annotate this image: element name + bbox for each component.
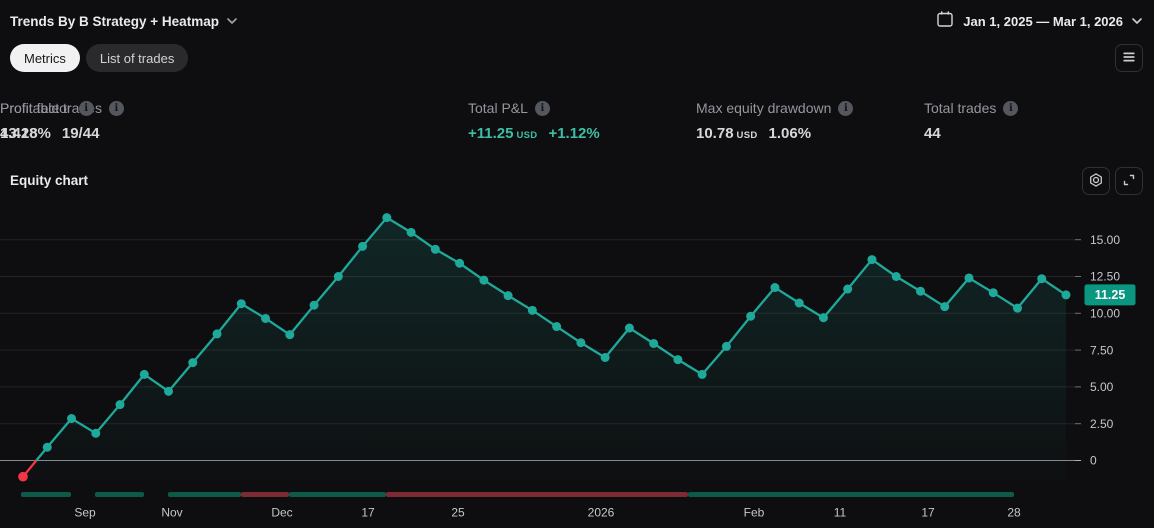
svg-text:7.50: 7.50 bbox=[1090, 343, 1114, 357]
tab-list-of-trades[interactable]: List of trades bbox=[85, 44, 189, 72]
metric-label: Profit factor bbox=[0, 100, 72, 116]
gear-icon bbox=[1088, 172, 1104, 191]
svg-text:17: 17 bbox=[361, 506, 375, 520]
svg-text:28: 28 bbox=[1007, 506, 1021, 520]
date-range-label: Jan 1, 2025 — Mar 1, 2026 bbox=[963, 13, 1123, 29]
svg-text:Feb: Feb bbox=[744, 506, 765, 520]
svg-text:15.00: 15.00 bbox=[1090, 233, 1120, 247]
metric-value: +11.25 USD +1.12% bbox=[468, 125, 600, 142]
layout-options-button[interactable] bbox=[1115, 44, 1143, 72]
metric-profit-factor: Profit factor 1.428 bbox=[0, 100, 94, 142]
calendar-icon bbox=[936, 10, 954, 33]
fullscreen-button[interactable] bbox=[1115, 167, 1143, 195]
expand-icon bbox=[1121, 172, 1137, 191]
metric-value: 44 bbox=[924, 125, 941, 142]
svg-text:2026: 2026 bbox=[588, 506, 615, 520]
metric-label: Total trades bbox=[924, 100, 997, 116]
metric-value: 10.78 USD 1.06% bbox=[696, 125, 812, 142]
info-icon[interactable] bbox=[108, 100, 124, 116]
strategy-selector[interactable]: Trends By B Strategy + Heatmap bbox=[10, 12, 237, 30]
svg-text:2.50: 2.50 bbox=[1090, 417, 1114, 431]
svg-text:Nov: Nov bbox=[161, 506, 182, 520]
svg-text:0: 0 bbox=[1090, 454, 1097, 468]
chevron-down-icon bbox=[1132, 12, 1142, 30]
equity-chart-title: Equity chart bbox=[10, 173, 89, 188]
header: Trends By B Strategy + Heatmap Jan 1, 20… bbox=[10, 8, 1142, 34]
strategy-title: Trends By B Strategy + Heatmap bbox=[10, 13, 219, 29]
svg-text:17: 17 bbox=[921, 506, 935, 520]
svg-text:11: 11 bbox=[834, 506, 847, 520]
info-icon[interactable] bbox=[1003, 100, 1019, 116]
metric-value: 43.18% 19/44 bbox=[0, 125, 100, 142]
metric-profitable-trades: Profitable trades 43.18%19/44 bbox=[0, 100, 124, 142]
chart-actions bbox=[1082, 167, 1143, 195]
tabs-row: Metrics List of trades bbox=[10, 44, 1143, 72]
svg-text:11.25: 11.25 bbox=[1095, 288, 1126, 302]
metric-label: Total P&L bbox=[468, 100, 528, 116]
tab-metrics[interactable]: Metrics bbox=[10, 44, 80, 72]
metric-total-trades: Total trades 44 bbox=[924, 100, 1019, 142]
svg-text:Dec: Dec bbox=[271, 506, 292, 520]
chart-settings-button[interactable] bbox=[1082, 167, 1110, 195]
metric-value: 1.428 bbox=[0, 125, 38, 142]
svg-text:12.50: 12.50 bbox=[1090, 270, 1120, 284]
svg-text:5.00: 5.00 bbox=[1090, 380, 1114, 394]
metric-label: Max equity drawdown bbox=[696, 100, 832, 116]
info-icon[interactable] bbox=[78, 100, 94, 116]
svg-text:25: 25 bbox=[451, 506, 465, 520]
metric-label: Profitable trades bbox=[0, 100, 102, 116]
svg-text:Sep: Sep bbox=[74, 506, 96, 520]
info-icon[interactable] bbox=[534, 100, 550, 116]
svg-text:10.00: 10.00 bbox=[1090, 307, 1120, 321]
chevron-down-icon bbox=[227, 12, 237, 30]
list-icon bbox=[1122, 50, 1136, 67]
info-icon[interactable] bbox=[838, 100, 854, 116]
date-range-picker[interactable]: Jan 1, 2025 — Mar 1, 2026 bbox=[936, 10, 1142, 33]
